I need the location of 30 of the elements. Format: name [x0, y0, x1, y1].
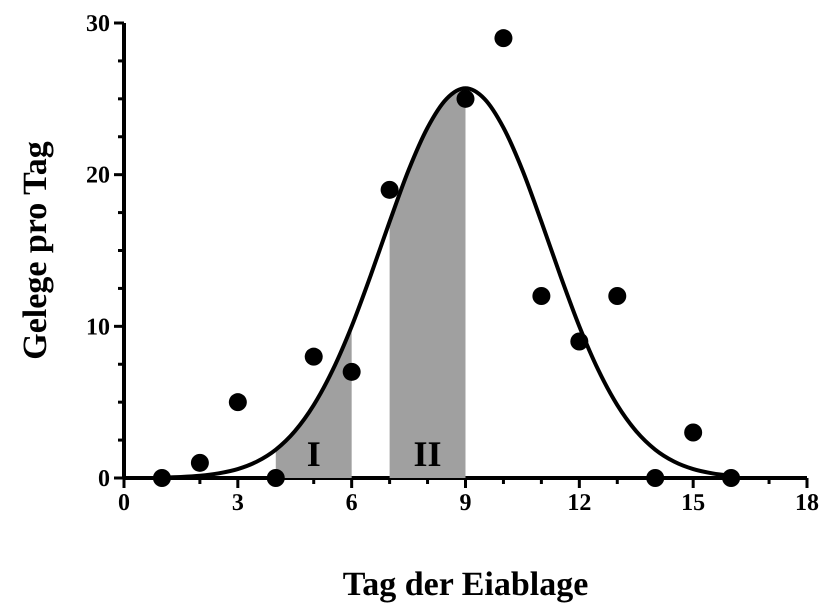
- point: [304, 348, 323, 366]
- point: [532, 287, 550, 305]
- y-tick-label: 10: [86, 314, 110, 340]
- x-tick-label: 3: [232, 490, 244, 516]
- point: [646, 469, 664, 487]
- x-tick-label: 18: [795, 490, 819, 516]
- annotation: II: [414, 434, 442, 474]
- y-tick-label: 0: [98, 466, 110, 492]
- point: [608, 287, 626, 305]
- x-tick-label: 6: [346, 490, 358, 516]
- point: [152, 469, 171, 487]
- annotation: I: [306, 434, 321, 474]
- x-tick-label: 12: [567, 490, 592, 516]
- point: [684, 424, 702, 442]
- point: [380, 180, 399, 199]
- x-tick-label: 0: [118, 490, 130, 516]
- point: [228, 393, 247, 412]
- y-axis-title: Gelege pro Tag: [17, 141, 54, 360]
- point: [570, 332, 588, 350]
- point: [342, 362, 361, 381]
- y-tick-label: 20: [86, 162, 110, 189]
- point: [190, 454, 209, 472]
- x-tick-label: 9: [460, 490, 472, 516]
- point: [456, 90, 474, 108]
- point: [494, 29, 512, 48]
- x-axis-title: Tag der Eiablage: [342, 566, 588, 603]
- point: [722, 469, 740, 487]
- y-tick-label: 30: [86, 11, 110, 37]
- point: [266, 469, 285, 487]
- x-tick-label: 15: [681, 490, 706, 516]
